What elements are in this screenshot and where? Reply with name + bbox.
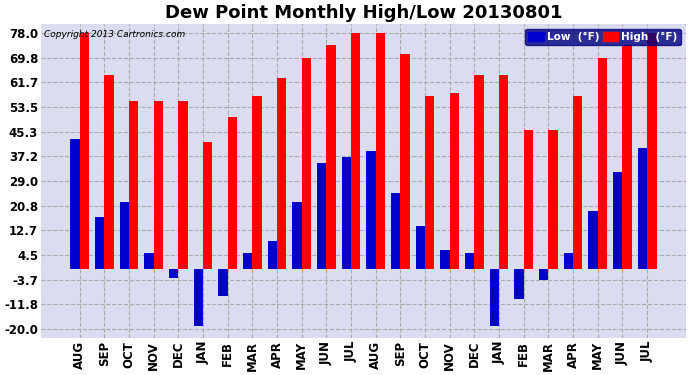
Bar [450,93,459,268]
Bar [351,33,360,268]
Bar [499,75,509,268]
Bar [253,96,262,268]
Bar [613,172,622,268]
Text: Copyright 2013 Cartronics.com: Copyright 2013 Cartronics.com [44,30,186,39]
Bar [302,58,311,268]
Title: Dew Point Monthly High/Low 20130801: Dew Point Monthly High/Low 20130801 [165,4,562,22]
Bar [475,75,484,268]
Bar [366,151,376,268]
Bar [178,101,188,268]
Bar [326,45,336,268]
Bar [425,96,435,268]
Bar [342,157,351,268]
Bar [598,58,607,268]
Bar [524,129,533,268]
Bar [203,142,213,268]
Bar [440,251,450,268]
Bar [564,254,573,268]
Bar [293,202,302,268]
Bar [144,254,154,268]
Bar [268,242,277,268]
Bar [79,33,89,268]
Bar [391,193,400,268]
Legend: Low  (°F), High  (°F): Low (°F), High (°F) [525,29,680,45]
Bar [243,254,253,268]
Bar [104,75,114,268]
Bar [589,211,598,268]
Bar [400,54,410,268]
Bar [70,139,79,268]
Bar [465,254,475,268]
Bar [317,163,326,268]
Bar [515,268,524,299]
Bar [169,268,178,278]
Bar [549,129,558,268]
Bar [622,45,632,268]
Bar [573,96,582,268]
Bar [154,101,163,268]
Bar [647,33,656,268]
Bar [539,268,549,280]
Bar [129,101,139,268]
Bar [218,268,228,296]
Bar [277,78,286,268]
Bar [376,33,385,268]
Bar [194,268,203,326]
Bar [415,226,425,268]
Bar [95,217,104,268]
Bar [638,148,647,268]
Bar [119,202,129,268]
Bar [490,268,499,326]
Bar [228,117,237,268]
